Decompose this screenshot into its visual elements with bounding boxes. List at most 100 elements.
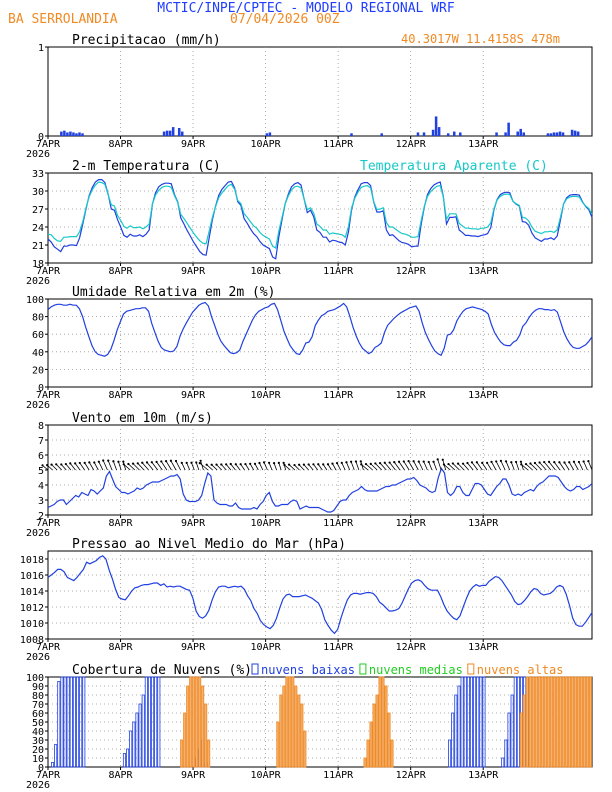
y-tick-label: 20 [32, 745, 44, 756]
wind-arrow [568, 462, 575, 471]
wind-arrow [418, 461, 424, 471]
cloud-bar [525, 676, 529, 768]
wind-arrow [98, 461, 104, 471]
cloud-bar [122, 753, 126, 768]
wind-arrow-head [234, 463, 237, 466]
x-tick-label: 12APR [396, 642, 427, 653]
precip-bar [516, 131, 519, 136]
cloud-bar [454, 694, 458, 768]
wind-arrow [408, 460, 415, 471]
cloud-bar [198, 676, 202, 768]
wind-arrow-head [215, 463, 218, 466]
cloud-bar [528, 676, 532, 768]
cloud-bar [567, 676, 571, 768]
precip-bar [60, 131, 63, 136]
wind-arrow-head [354, 460, 358, 463]
wind-arrow [123, 463, 131, 471]
cloud-bar [180, 739, 184, 768]
wind-arrow [375, 463, 383, 471]
y-tick-label: 90 [32, 682, 44, 693]
wind-arrow [249, 463, 255, 471]
cloud-bar [126, 748, 130, 768]
wind-arrow [60, 464, 67, 471]
x-tick-label: 13APR [468, 642, 499, 653]
header-title: MCTIC/INPE/CPTEC - MODELO REGIONAL WRF [157, 1, 455, 16]
wind-arrow-head [495, 460, 498, 463]
wind-arrow [263, 462, 268, 471]
wind-arrow-head [470, 461, 474, 464]
x-year-label: 2026 [26, 276, 50, 287]
y-tick-label: 1010 [20, 619, 44, 630]
wind-arrow-head [244, 462, 247, 466]
wind-arrow [113, 461, 117, 471]
wind-arrow-head [41, 464, 44, 467]
precip-bar [75, 133, 78, 136]
wind-arrow [322, 464, 328, 471]
wind-arrow [539, 462, 547, 471]
wind-arrow [303, 464, 309, 471]
y-tick-label: 0 [38, 132, 44, 143]
legend-swatch [359, 663, 367, 675]
wind-arrow-head [199, 459, 202, 462]
wind-arrow-head [272, 462, 276, 465]
y-tick-label: 10 [32, 754, 44, 765]
wind-arrow-head [412, 460, 415, 463]
x-tick-label: 10APR [251, 266, 282, 277]
y-tick-label: 100 [26, 295, 44, 306]
cloud-bar [294, 685, 298, 768]
wind-arrow-head [317, 463, 320, 466]
cloud-bar [537, 676, 541, 768]
y-tick-label: 60 [32, 709, 44, 720]
wind-arrow [350, 461, 355, 471]
series-line [47, 467, 593, 513]
wind-arrow [69, 463, 76, 471]
wind-arrow [42, 465, 49, 471]
precip-bar [573, 130, 577, 136]
x-year-label: 2026 [26, 652, 50, 663]
wind-arrow [389, 462, 396, 471]
panel-title: 2-m Temperatura (C) [72, 159, 221, 174]
wind-arrow [245, 463, 250, 471]
wind-arrow [65, 463, 72, 471]
wind-arrow [288, 464, 296, 471]
wind-arrow [122, 461, 127, 471]
cloud-bar [154, 676, 158, 768]
cloud-bar [463, 676, 467, 768]
cloud-bar [57, 681, 61, 768]
wind-arrow [530, 463, 538, 471]
x-tick-label: 8APR [108, 266, 133, 277]
x-tick-label: 12APR [396, 266, 427, 277]
wind-arrow [118, 461, 122, 471]
x-tick-label: 7APR [36, 642, 61, 653]
wind-arrow-head [195, 461, 198, 464]
y-tick-label: 30 [32, 187, 44, 198]
cloud-bar [513, 676, 517, 768]
wind-arrow [308, 464, 314, 471]
wind-arrow-head [50, 463, 53, 466]
wind-arrow [543, 461, 552, 471]
cloud-bar [204, 703, 208, 768]
cloud-bar [504, 739, 508, 768]
wind-arrow [332, 463, 337, 471]
wind-arrow-head [558, 461, 561, 464]
wind-arrow [486, 462, 492, 471]
panel-title: Pressao ao Nivel Medio do Mar (hPa) [72, 537, 346, 552]
precip-bar [268, 132, 272, 136]
x-tick-label: 8APR [108, 642, 133, 653]
wind-arrow-head [383, 461, 386, 464]
wind-arrow-head [97, 460, 100, 463]
wind-arrow [254, 463, 259, 471]
wind-arrow [151, 461, 159, 471]
cloud-bar [558, 676, 562, 768]
precip-bar [459, 132, 462, 136]
cloud-bar [147, 676, 151, 768]
wind-arrow-head [397, 460, 401, 463]
wind-arrow-head [239, 463, 242, 466]
wind-arrow-head [117, 460, 120, 463]
wind-arrow [403, 461, 410, 471]
x-tick-label: 12APR [396, 390, 427, 401]
wind-arrow-head [293, 463, 296, 467]
wind-arrow-head [326, 463, 330, 466]
cloud-bar [381, 676, 385, 768]
